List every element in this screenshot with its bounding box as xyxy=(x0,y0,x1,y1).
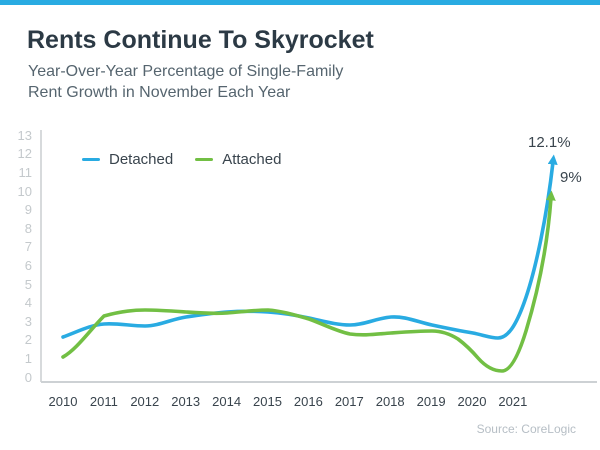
legend-item-attached: Attached xyxy=(195,151,281,168)
y-tick-label: 4 xyxy=(24,295,32,311)
x-tick-label: 2018 xyxy=(375,394,405,409)
y-tick-label: 8 xyxy=(24,220,32,236)
x-tick-label: 2014 xyxy=(212,394,242,409)
page-subtitle: Year-Over-Year Percentage of Single-Fami… xyxy=(28,61,343,103)
legend-label-attached: Attached xyxy=(222,151,282,168)
y-tick-label: 11 xyxy=(18,164,33,180)
detached-line-swatch-icon xyxy=(82,157,100,162)
attached-value-annotation: 9% xyxy=(560,169,582,186)
chart-legend: Detached Attached xyxy=(82,151,281,168)
legend-item-detached: Detached xyxy=(82,151,173,168)
y-tick-label: 0 xyxy=(24,369,32,385)
x-tick-label: 2016 xyxy=(293,394,323,409)
x-tick-label: 2012 xyxy=(130,394,160,409)
y-tick-label: 12 xyxy=(17,146,32,162)
y-tick-label: 1 xyxy=(24,350,32,366)
page-title: Rents Continue To Skyrocket xyxy=(27,26,374,54)
detached-value-annotation: 12.1% xyxy=(528,134,571,151)
legend-label-detached: Detached xyxy=(109,151,174,168)
attached-line-swatch-icon xyxy=(195,157,214,162)
x-tick-label: 2013 xyxy=(171,394,201,409)
y-tick-label: 10 xyxy=(17,183,32,199)
y-tick-label: 3 xyxy=(24,313,32,329)
y-tick-label: 6 xyxy=(24,257,32,273)
x-tick-label: 2011 xyxy=(89,394,118,409)
x-tick-label: 2017 xyxy=(334,394,364,409)
x-tick-label: 2010 xyxy=(48,394,78,409)
subtitle-line-1: Year-Over-Year Percentage of Single-Fami… xyxy=(28,63,344,80)
x-tick-label: 2021 xyxy=(498,394,528,409)
x-tick-label: 2019 xyxy=(416,394,446,409)
x-tick-label: 2020 xyxy=(457,394,487,409)
y-tick-label: 9 xyxy=(24,202,32,218)
detached-line xyxy=(61,154,558,340)
subtitle-line-2: Rent Growth in November Each Year xyxy=(28,84,291,101)
y-tick-label: 2 xyxy=(24,332,32,348)
y-tick-label: 7 xyxy=(24,239,32,255)
source-credit: Source: CoreLogic xyxy=(476,422,576,436)
attached-line xyxy=(61,190,556,373)
x-tick-label: 2015 xyxy=(253,394,282,409)
top-accent-bar xyxy=(0,0,600,5)
y-tick-label: 5 xyxy=(24,276,32,292)
y-tick-label: 13 xyxy=(17,127,32,143)
